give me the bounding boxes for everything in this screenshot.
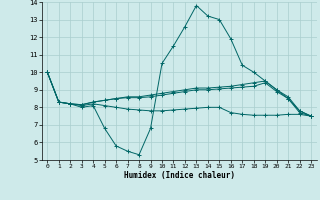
X-axis label: Humidex (Indice chaleur): Humidex (Indice chaleur) (124, 171, 235, 180)
